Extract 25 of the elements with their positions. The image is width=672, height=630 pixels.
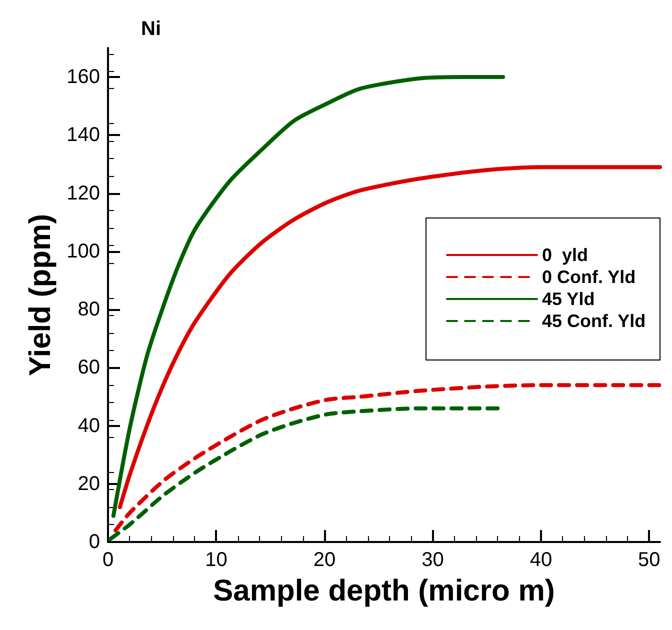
line-series: [118, 165, 662, 510]
legend-label: 0 yld: [542, 245, 588, 265]
x-tick-label: 30: [422, 549, 444, 571]
y-tick-label: 140: [66, 124, 100, 146]
x-tick-label: 20: [313, 549, 336, 571]
y-tick-label: 40: [78, 414, 100, 437]
y-tick-label: 160: [66, 66, 100, 88]
chart-title: Ni: [141, 18, 161, 40]
legend-label: 0 Conf. Yld: [542, 267, 636, 287]
y-axis-title: Yield (ppm): [24, 214, 58, 376]
y-tick-label: 0: [88, 531, 100, 553]
x-tick-label: 50: [638, 549, 660, 571]
legend-label: 45 Yld: [542, 289, 595, 309]
y-tick-label: 80: [78, 298, 100, 321]
y-tick-label: 120: [66, 182, 100, 204]
x-tick-label: 0: [102, 549, 114, 571]
line-series: [114, 383, 662, 532]
y-tick-label: 100: [66, 240, 100, 262]
y-tick-label: 20: [78, 472, 100, 495]
legend-label: 45 Conf. Yld: [542, 311, 646, 331]
x-tick-label: 40: [530, 549, 552, 571]
line-series: [111, 75, 506, 518]
x-axis-title: Sample depth (micro m): [213, 574, 555, 608]
x-tick-label: 10: [205, 549, 228, 571]
y-tick-label: 60: [78, 356, 100, 379]
